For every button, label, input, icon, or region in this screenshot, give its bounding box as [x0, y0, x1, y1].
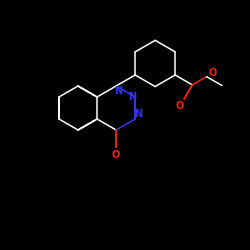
Text: N: N: [134, 109, 142, 119]
Text: O: O: [112, 150, 120, 160]
Text: N: N: [128, 92, 136, 102]
Text: O: O: [208, 68, 217, 78]
Text: O: O: [176, 101, 184, 111]
Text: N: N: [114, 86, 122, 96]
